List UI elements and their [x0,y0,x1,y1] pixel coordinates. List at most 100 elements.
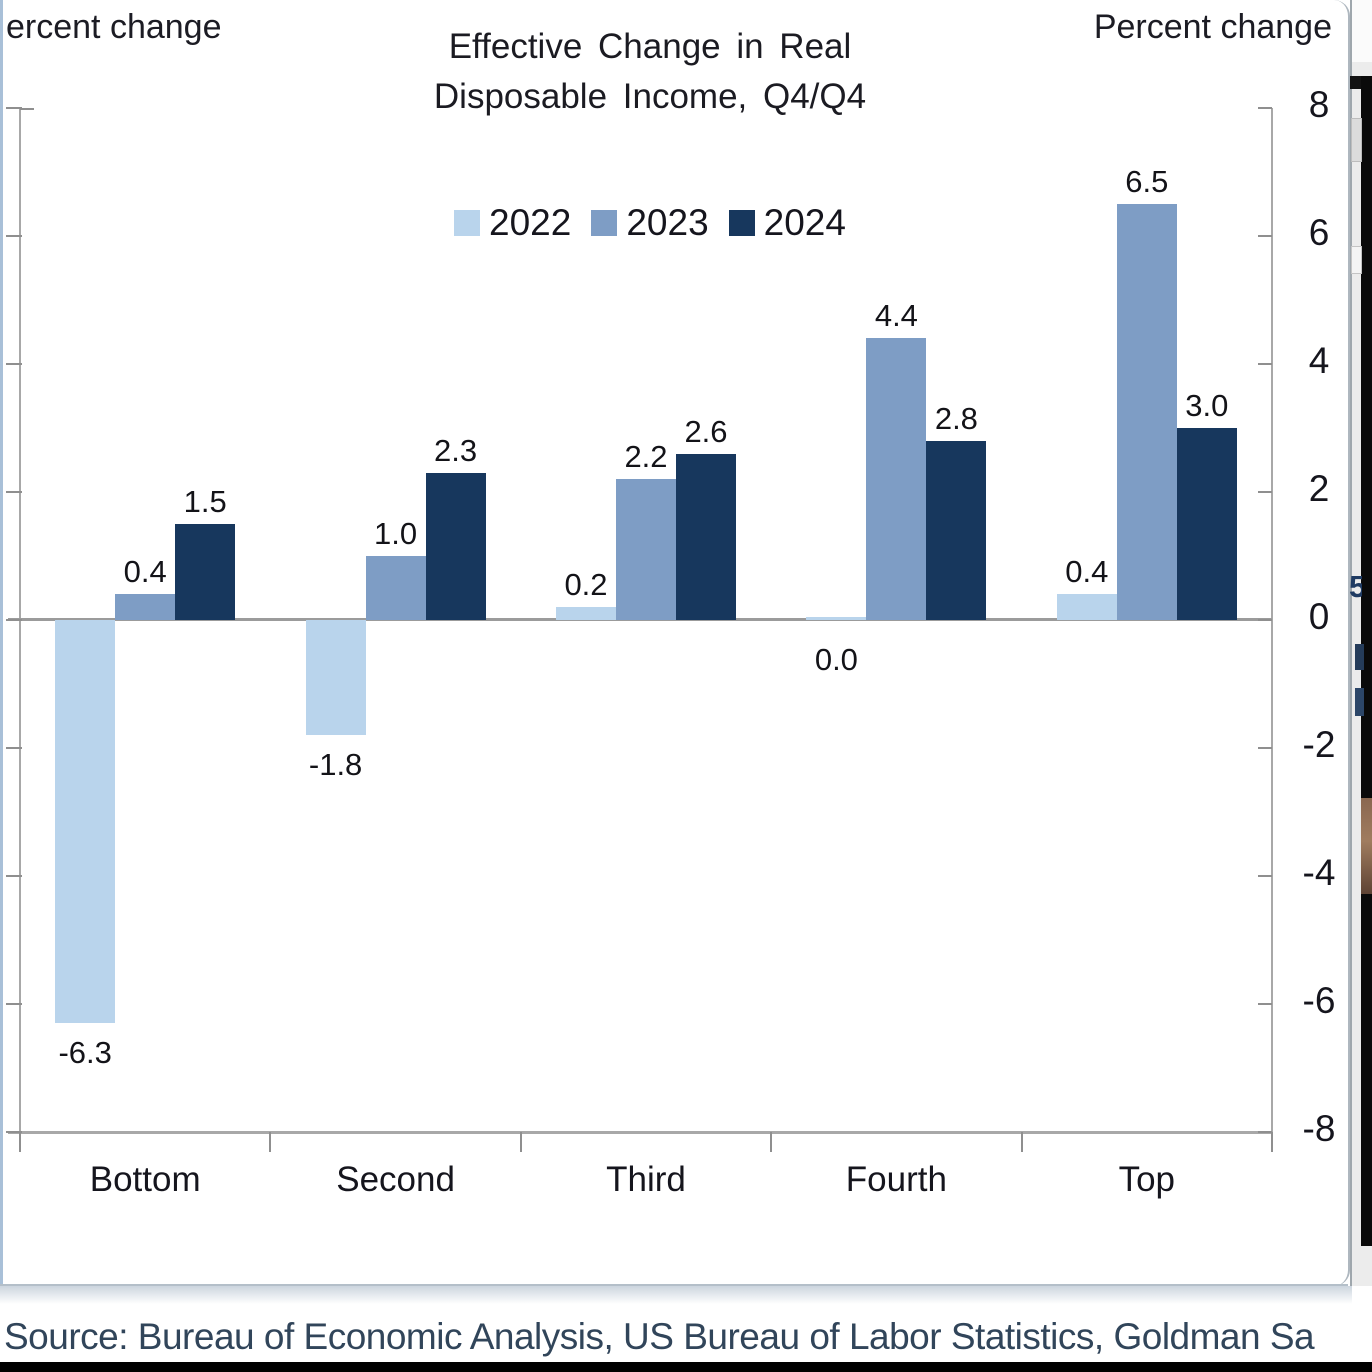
panel-bottom-border [0,1284,1348,1286]
legend-swatch-2022 [454,210,481,236]
right-axis-tick [1258,619,1272,621]
bar-2024-top [1176,428,1237,620]
bar-2022-fourth [806,617,867,620]
panel-left-border [0,0,3,1286]
legend-label-2024: 2024 [763,202,846,243]
left-axis-tick [6,107,22,109]
category-label: Fourth [845,1160,947,1199]
right-axis-tick [1258,1131,1272,1133]
category-boundary-tick [519,1132,522,1152]
bar-2024-bottom [175,524,236,620]
panel-drop-shadow [0,1286,1352,1304]
screen-edge-image-sliver [1361,798,1372,894]
value-label-2023-second: 1.0 [374,516,418,551]
right-axis-tick-label: -8 [1302,1108,1336,1149]
right-axis-tick-label: -2 [1302,724,1336,765]
category-label: Third [606,1160,686,1199]
value-label-2022-third: 0.2 [564,567,608,603]
screen-edge-clipped-text: 5 [1349,570,1362,604]
legend-label-2022: 2022 [489,202,572,243]
source-citation: Source: Bureau of Economic Analysis, US … [4,1316,1315,1357]
left-axis-tick [6,875,22,877]
value-label-2024-bottom: 1.5 [183,484,227,519]
left-axis-tick [6,1131,22,1133]
bar-2022-bottom [55,620,116,1024]
screen-edge-dark-mark [1355,688,1364,716]
chart-title-line1: Effective Change in Real [448,27,852,66]
right-axis-tick [1258,1003,1272,1005]
category-boundary-tick [1271,1132,1273,1152]
bar-2022-third [556,607,616,620]
category-boundary-tick [269,1132,272,1152]
screen-edge-dark-mark [1355,644,1364,670]
right-axis-tick [1258,363,1272,365]
screen-bottom-black-bar [0,1362,1372,1372]
legend-item-2022: 2022 [454,202,571,244]
right-axis-tick-label: -4 [1302,852,1336,893]
value-label-2024-second: 2.3 [434,432,478,468]
chart-title-line2: Disposable Income, Q4/Q4 [433,77,867,116]
right-axis-tick [1258,235,1272,237]
value-label-2022-fourth: 0.0 [814,642,858,677]
value-label-2024-third: 2.6 [684,413,728,449]
category-boundary-tick [1020,1132,1023,1152]
screen-edge-top-gap [1352,0,1372,62]
chart-title: Effective Change in Real Disposable Inco… [340,22,960,122]
chart-legend: 2022 2023 2024 [330,200,970,246]
left-axis-tick [6,747,22,749]
right-axis-units-label: Percent change [1093,8,1332,46]
legend-item-2023: 2023 [591,202,709,244]
category-boundary-tick [19,1132,21,1152]
value-label-2024-fourth: 2.8 [934,400,978,436]
bar-2022-second [305,620,366,736]
category-label: Bottom [89,1160,201,1199]
value-label-2023-third: 2.2 [624,439,668,475]
value-label-2023-fourth: 4.4 [874,298,918,334]
screen-edge-black-strip [1361,76,1372,1246]
legend-item-2024: 2024 [728,202,846,244]
bar-2023-second [365,556,426,620]
right-axis-tick-label: 2 [1308,468,1330,509]
right-axis-tick [1258,875,1272,877]
legend-label-2023: 2023 [626,202,709,243]
category-boundary-tick [770,1132,773,1152]
value-label-2024-top: 3.0 [1185,388,1229,423]
value-label-2022-top: 0.4 [1065,554,1109,590]
left-axis-tick [6,363,22,365]
left-axis-tick [6,619,22,621]
screen-edge-scrollbar-thumb [1351,118,1362,162]
left-axis-units-label: ercent change [6,8,222,46]
right-axis-line [1271,108,1273,1132]
left-axis-top-cap [20,108,34,110]
bar-2024-third [676,453,736,620]
right-axis-tick [1258,107,1272,109]
value-label-2023-bottom: 0.4 [123,554,167,590]
right-axis-tick-label: 6 [1308,212,1330,253]
bar-2024-fourth [926,440,987,620]
right-axis-tick-label: -6 [1302,980,1336,1021]
right-axis-tick-label: 4 [1308,340,1330,381]
bar-2022-top [1056,594,1117,620]
legend-swatch-2023 [591,210,618,236]
right-axis-tick [1258,747,1272,749]
category-label: Second [336,1160,455,1199]
right-axis-tick-label: 0 [1308,596,1330,637]
right-axis-tick [1258,491,1272,493]
bar-2023-bottom [115,594,176,620]
category-label: Top [1118,1160,1175,1199]
right-axis-tick-label: 8 [1308,84,1330,125]
value-label-2023-top: 6.5 [1125,164,1169,199]
bar-2024-second [425,472,486,620]
left-axis-tick [6,491,22,493]
value-label-2022-bottom: -6.3 [58,1035,112,1071]
bar-2023-third [616,479,676,620]
plot-area: 8 6 4 2 0 -2 -4 -6 -8 Bottom Second Third Fourth Top -… [6,84,1336,1199]
left-axis-tick [6,1003,22,1005]
legend-swatch-2024 [728,210,755,236]
bar-2023-top [1116,204,1177,620]
x-axis-baseline [8,1131,1272,1134]
bar-2023-fourth [866,338,927,620]
left-axis-tick [6,235,22,237]
value-label-2022-second: -1.8 [308,747,363,783]
